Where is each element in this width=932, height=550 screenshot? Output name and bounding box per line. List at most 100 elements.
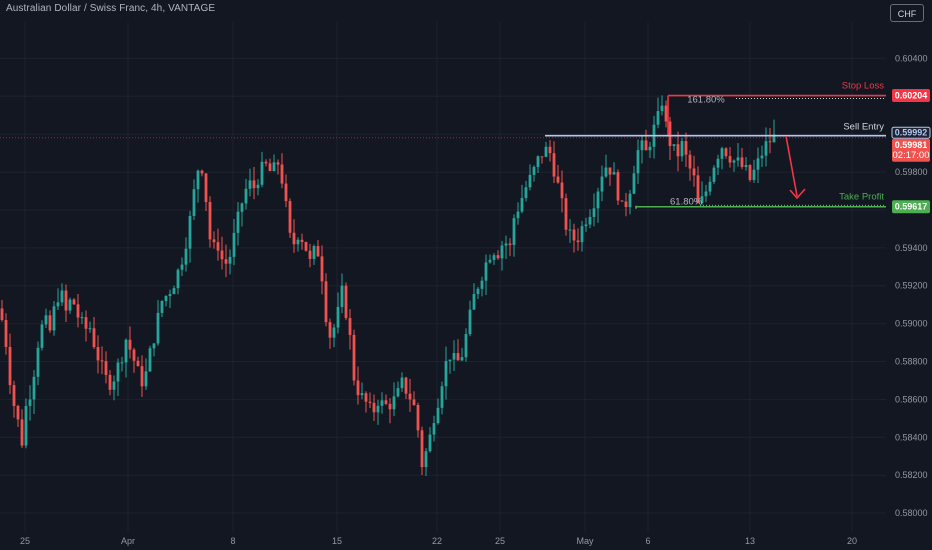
candle-body [664, 105, 668, 122]
candle-body [404, 377, 408, 394]
candle-body [372, 402, 376, 413]
candle-body [232, 232, 236, 257]
candle-body [104, 361, 108, 375]
candle-body [36, 347, 40, 377]
y-tick-label: 0.58800 [895, 357, 928, 367]
candle-body [80, 317, 84, 319]
candle-body [148, 348, 152, 372]
candle-body [448, 359, 452, 362]
candle-body [528, 174, 532, 188]
candle-body [416, 405, 420, 431]
candle-body [276, 162, 280, 165]
candle-body [400, 377, 404, 389]
chart-grid [0, 22, 886, 532]
candle-body [620, 200, 624, 202]
stop-loss-label: Stop Loss [842, 81, 884, 92]
currency-button[interactable]: CHF [890, 4, 924, 22]
candle-body [64, 290, 68, 311]
candle-body [136, 360, 140, 367]
candle-body [0, 308, 4, 320]
candle-body [344, 285, 348, 319]
candle-body [72, 299, 76, 305]
x-tick-label: 13 [745, 536, 755, 546]
x-tick-label: Apr [121, 536, 135, 546]
candle-body [432, 423, 436, 435]
candle-body [184, 248, 188, 265]
x-tick-label: 25 [20, 536, 30, 546]
candle-body [460, 357, 464, 361]
sell-entry-tag: 0.59992 [891, 126, 931, 139]
candle-body [56, 302, 60, 307]
candle-body [292, 232, 296, 245]
candle-body [520, 198, 524, 212]
candle-body [716, 158, 720, 168]
candle-body [748, 165, 752, 180]
down-arrow-icon [789, 188, 806, 200]
candle-body [336, 306, 340, 328]
candle-body [704, 191, 708, 197]
candle-body [396, 388, 400, 397]
candle-body [548, 146, 552, 154]
candle-body [112, 381, 116, 390]
candle-body [572, 229, 576, 241]
candle-body [52, 306, 56, 331]
candle-body [340, 285, 344, 307]
candle-body [264, 161, 268, 164]
candle-body [204, 173, 208, 202]
candle-body [44, 315, 48, 325]
candle-body [260, 161, 264, 185]
candle-body [88, 328, 92, 330]
candle-body [452, 353, 456, 360]
candle-body [332, 327, 336, 338]
candle-body [356, 380, 360, 396]
stop-loss-tag-text: 0.60204 [895, 91, 928, 101]
candle-body [524, 187, 528, 199]
x-tick-label: 8 [230, 536, 235, 546]
candle-body [540, 156, 544, 158]
candle-body [208, 201, 212, 240]
candle-body [176, 269, 180, 289]
y-tick-label: 0.58400 [895, 432, 928, 442]
candle-body [508, 243, 512, 245]
candle-body [648, 146, 652, 151]
candle-body [100, 360, 104, 362]
x-tick-label: 6 [645, 536, 650, 546]
candle-body [588, 216, 592, 225]
candle-body [428, 434, 432, 452]
candle-body [740, 157, 744, 168]
candle-body [352, 334, 356, 381]
candle-body [252, 180, 256, 189]
candle-body [468, 309, 472, 335]
candle-body [608, 167, 612, 175]
candle-body [24, 405, 28, 446]
candle-body [128, 339, 132, 350]
candle-body [308, 250, 312, 259]
current-price-tag-text: 0.59981 [895, 140, 928, 150]
candle-body [348, 318, 352, 335]
candle-body [504, 243, 508, 246]
take-profit-tag: 0.59617 [892, 200, 930, 214]
candle-body [12, 385, 16, 406]
candle-body [300, 239, 304, 242]
candle-body [492, 255, 496, 260]
candle-body [456, 353, 460, 361]
candle-body [532, 166, 536, 175]
candle-body [640, 140, 644, 151]
candle-body [576, 240, 580, 243]
candle-body [320, 256, 324, 282]
candle-body [272, 162, 276, 171]
candle-body [196, 170, 200, 190]
candle-body [516, 211, 520, 219]
candle-body [388, 403, 392, 410]
candle-body [172, 288, 176, 295]
candle-body [732, 160, 736, 163]
candle-body [192, 189, 196, 216]
candle-body [96, 347, 100, 361]
candle-body [360, 393, 364, 396]
take-profit-tag-bg [892, 200, 930, 214]
candle-body [28, 399, 32, 406]
candle-body [212, 239, 216, 243]
candle-body [496, 255, 500, 259]
